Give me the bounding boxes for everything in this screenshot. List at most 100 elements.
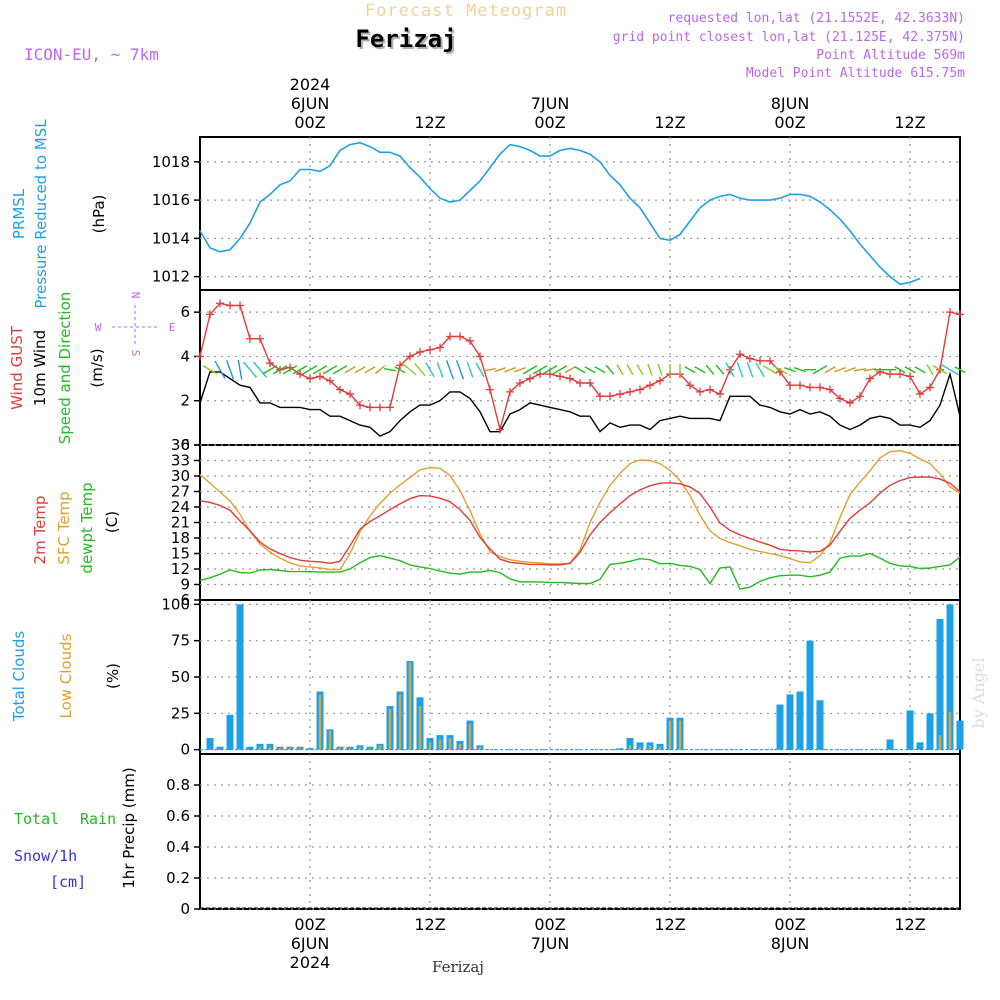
wind-direction-arrow xyxy=(312,365,328,375)
wind-compass: N S W E xyxy=(95,292,176,357)
wind-direction-arrow xyxy=(904,366,916,374)
wind-gust-marker xyxy=(716,390,724,399)
precipitation-ytick-label: 0.2 xyxy=(166,869,190,887)
top-axis-label: 6JUN xyxy=(291,94,330,113)
wind-gust-marker xyxy=(236,301,244,310)
wind-gust-marker xyxy=(346,390,354,399)
wind-gust-marker xyxy=(476,352,484,361)
wind-direction-arrow xyxy=(253,361,267,378)
wind-10m-title: 10m Wind xyxy=(31,330,49,406)
wind-panel: 0 2 4 6 xyxy=(180,289,966,454)
wind-direction-arrow xyxy=(794,367,806,373)
cloud-total-bar xyxy=(626,738,634,750)
cloud-total-bar xyxy=(786,694,794,750)
wind-gust-marker xyxy=(816,383,824,392)
wind-gust-marker xyxy=(596,392,604,401)
precip-cm-label: [cm] xyxy=(50,873,86,891)
pressure-unit: (hPa) xyxy=(90,195,108,234)
wind-gust-marker xyxy=(656,376,664,385)
wind-direction-arrow xyxy=(272,365,288,375)
wind-direction-arrow xyxy=(694,366,706,374)
cloud-low-bar xyxy=(398,694,402,750)
wind-direction-arrow xyxy=(926,364,934,376)
time-axis-label: 12Z xyxy=(654,915,685,934)
app-title: Forecast Meteogram xyxy=(365,1,567,21)
cloud-low-bar xyxy=(388,708,392,750)
wind-direction-arrow xyxy=(784,367,796,373)
wind-gust-marker xyxy=(896,370,904,379)
cloud-total-bar xyxy=(216,746,224,750)
precipitation-ytick-label: 0.8 xyxy=(166,776,190,794)
model-label: ICON-EU, ~ 7km xyxy=(24,45,159,64)
pressure-ytick-label: 1012 xyxy=(152,268,190,286)
pressure-ytick-label: 1014 xyxy=(152,229,190,247)
temperature-ytick-label: 36 xyxy=(171,436,190,454)
wind-direction-arrow xyxy=(542,365,558,375)
wind-direction-arrow xyxy=(605,364,615,375)
wind-direction-arrow xyxy=(436,361,444,378)
cloud-total-bar xyxy=(306,748,314,750)
wind-gust-marker xyxy=(366,403,374,412)
precipitation-ytick-label: 0.4 xyxy=(166,838,190,856)
wind-gust-marker xyxy=(856,392,864,401)
wind-gust-marker xyxy=(626,387,634,396)
wind-direction-arrow xyxy=(322,365,338,375)
wind-gust-marker xyxy=(746,354,754,363)
wind-direction-arrow xyxy=(344,366,356,374)
wind-gust-marker xyxy=(226,301,234,310)
top-axis-label: 8JUN xyxy=(771,94,810,113)
wind-gust-marker xyxy=(546,370,554,379)
wind-gust-marker xyxy=(946,308,954,317)
wind-ytick-label: 6 xyxy=(180,303,190,321)
cloud-total-bar xyxy=(886,739,894,750)
clouds-ytick-label: 0 xyxy=(180,741,190,759)
wind-ytick-label: 2 xyxy=(180,392,190,410)
cloud-low-bar xyxy=(478,746,482,750)
wind-gust-marker xyxy=(376,403,384,412)
wind-gust-marker xyxy=(646,381,654,390)
wind-direction-arrow xyxy=(504,367,516,373)
wind-ytick-label: 4 xyxy=(180,347,190,365)
cloud-low-bar xyxy=(358,746,362,750)
wind-direction-arrow xyxy=(932,365,948,375)
wind-gust-marker xyxy=(686,381,694,390)
wind-direction-arrow xyxy=(574,366,586,374)
temperature-ytick-label: 21 xyxy=(171,514,190,532)
wind-gust-marker xyxy=(586,379,594,387)
top-axis-label: 12Z xyxy=(414,113,445,132)
wind-direction-arrow xyxy=(374,365,386,375)
cloud-total-bar xyxy=(926,713,934,750)
cloud-low-bar xyxy=(408,662,412,750)
cloud-total-bar xyxy=(636,742,644,750)
top-axis-label: 00Z xyxy=(294,113,325,132)
wind-ytick-label: 0 xyxy=(180,436,190,454)
wind-gust-marker xyxy=(436,343,444,352)
wind-direction-arrow xyxy=(354,366,366,374)
compass-w: W xyxy=(95,321,102,334)
cloud-low-bar xyxy=(458,743,462,750)
wind-direction-arrow xyxy=(746,361,754,378)
wind-gust-marker xyxy=(506,387,514,396)
compass-s: S xyxy=(129,350,142,357)
time-axis-label: 00Z xyxy=(294,915,325,934)
cloud-low-bar xyxy=(668,720,672,750)
cloud-total-bar xyxy=(206,738,214,750)
wind-gust-marker xyxy=(196,352,204,361)
wind-gust-marker xyxy=(706,385,714,394)
temperature-ytick-label: 15 xyxy=(171,545,190,563)
temperature-ytick-label: 6 xyxy=(180,591,190,609)
cloud-total-bar xyxy=(246,746,254,750)
wind-gust-marker xyxy=(256,334,264,343)
wind-gust-marker xyxy=(386,403,394,412)
wind-gust-marker xyxy=(836,394,844,403)
wind-gust-marker xyxy=(736,350,744,359)
wind-gust-marker xyxy=(906,372,914,381)
wind-gust-marker xyxy=(316,372,324,381)
wind-direction-arrow xyxy=(532,365,548,375)
wind-direction-arrow xyxy=(564,366,576,374)
wind-direction-arrow xyxy=(772,365,788,375)
wind-direction-arrow xyxy=(812,365,828,375)
footer-location: Ferizaj xyxy=(432,958,484,976)
